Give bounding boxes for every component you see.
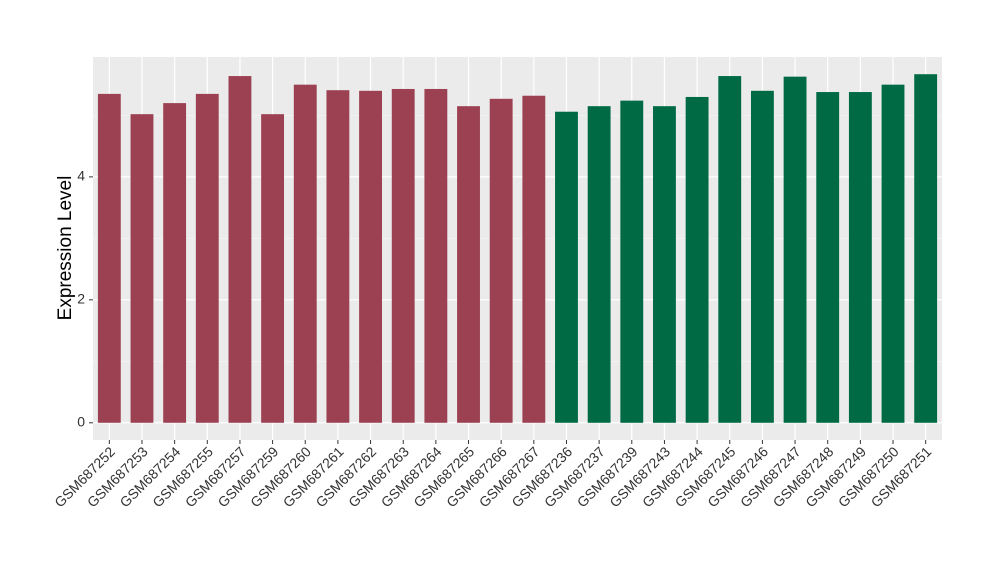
- bar: [228, 76, 252, 423]
- bar: [359, 90, 382, 423]
- bar: [881, 84, 905, 423]
- bar: [587, 106, 611, 423]
- bar: [750, 90, 774, 423]
- y-tick-label: 4: [77, 168, 85, 184]
- bar: [620, 100, 644, 423]
- bar: [489, 98, 513, 423]
- bar: [326, 90, 350, 423]
- bar: [457, 106, 480, 423]
- plot-panel: [93, 57, 942, 440]
- bar: [163, 103, 187, 423]
- bar: [718, 76, 742, 423]
- bar: [685, 96, 709, 423]
- bar: [816, 92, 840, 423]
- y-axis-label: Expression Level: [55, 176, 76, 321]
- bar: [555, 111, 578, 423]
- bar: [848, 92, 872, 423]
- y-tick-label: 2: [77, 291, 85, 307]
- bar: [653, 106, 676, 423]
- bar: [522, 95, 546, 423]
- bar: [261, 114, 285, 423]
- bar: [391, 88, 415, 423]
- bar: [97, 93, 121, 423]
- bar: [424, 88, 448, 423]
- bar: [783, 76, 807, 423]
- bar: [130, 114, 154, 423]
- bar: [195, 93, 219, 423]
- y-tick-label: 0: [77, 413, 85, 429]
- bar: [914, 74, 938, 423]
- bar: [293, 84, 317, 423]
